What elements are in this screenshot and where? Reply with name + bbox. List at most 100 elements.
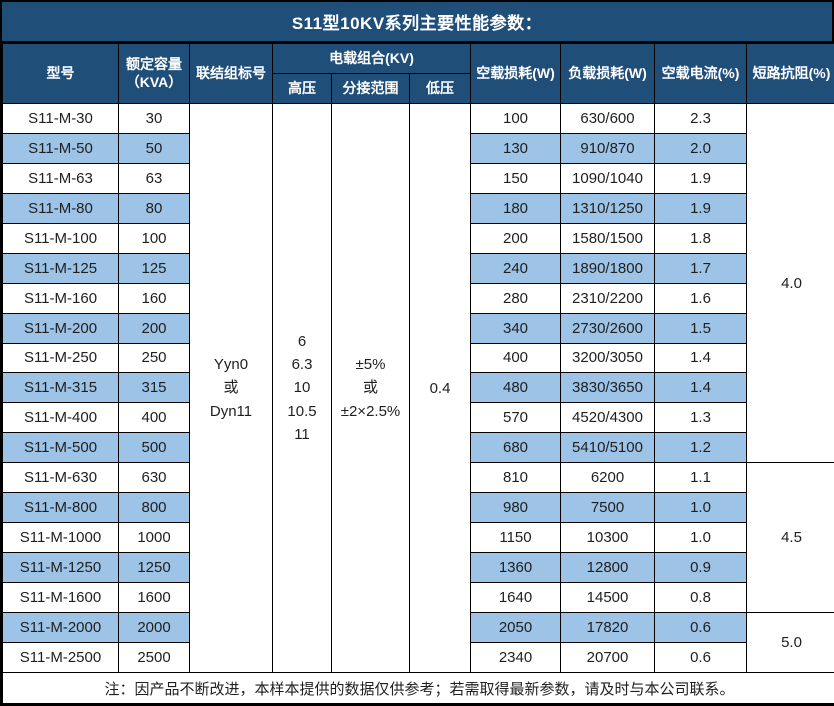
- no-load-current-cell: 1.5: [654, 312, 747, 344]
- model-cell: S11-M-1000: [2, 522, 119, 554]
- no-load-current-cell: 1.4: [654, 342, 747, 374]
- spec-table: 型号 额定容量 （KVA） 联结组标号 电载组合(KV) 空载损耗(W) 负载损耗…: [2, 43, 834, 704]
- no-load-current-cell: 1.9: [654, 192, 747, 224]
- capacity-cell: 1250: [118, 552, 190, 583]
- table-header: 型号 额定容量 （KVA） 联结组标号 电载组合(KV) 空载损耗(W) 负载损耗…: [2, 43, 834, 104]
- no-load-current-cell: 0.6: [654, 641, 747, 674]
- load-loss-cell: 5410/5100: [560, 432, 655, 464]
- load-loss-cell: 630/600: [560, 103, 655, 134]
- no-load-loss-cell: 130: [470, 132, 561, 164]
- no-load-current-cell: 1.8: [654, 222, 747, 254]
- load-loss-cell: 1890/1800: [560, 252, 655, 284]
- col-header-impedance: 短路抗阻(%): [746, 43, 834, 104]
- no-load-current-cell: 2.0: [654, 132, 747, 164]
- tap-range-value-cell: ±5% 或 ±2×2.5%: [331, 103, 410, 673]
- load-loss-cell: 3200/3050: [560, 342, 655, 374]
- load-loss-cell: 1580/1500: [560, 222, 655, 254]
- load-loss-cell: 6200: [560, 462, 655, 494]
- col-header-capacity: 额定容量 （KVA）: [118, 43, 190, 104]
- load-loss-cell: 4520/4300: [560, 402, 655, 434]
- table-row: S11-M-63 63 150 1090/1040 1.9: [2, 162, 834, 194]
- impedance-cell: 5.0: [746, 611, 834, 674]
- no-load-loss-cell: 2340: [470, 641, 561, 674]
- footer-note: 注：因产品不断改进，本样本提供的数据仅供参考；若需取得最新参数，请及时与本公司联…: [2, 672, 834, 704]
- load-loss-cell: 17820: [560, 611, 655, 643]
- no-load-loss-cell: 340: [470, 312, 561, 344]
- no-load-current-cell: 2.3: [654, 103, 747, 134]
- model-cell: S11-M-315: [2, 372, 119, 404]
- table-row: S11-M-250 250 400 3200/3050 1.4: [2, 342, 834, 374]
- load-loss-cell: 7500: [560, 492, 655, 524]
- connection-value-cell: Yyn0 或 Dyn11: [189, 103, 273, 673]
- no-load-loss-cell: 980: [470, 492, 561, 524]
- model-cell: S11-M-100: [2, 222, 119, 254]
- capacity-cell: 100: [118, 222, 190, 254]
- model-cell: S11-M-500: [2, 432, 119, 464]
- model-cell: S11-M-2500: [2, 641, 119, 674]
- table-row: S11-M-2500 2500 2340 20700 0.6: [2, 641, 834, 674]
- table-row: S11-M-50 50 130 910/870 2.0: [2, 132, 834, 164]
- col-header-lv: 低压: [409, 73, 471, 104]
- model-cell: S11-M-30: [2, 103, 119, 134]
- capacity-cell: 200: [118, 312, 190, 344]
- no-load-loss-cell: 1150: [470, 522, 561, 554]
- table-row: S11-M-2000 2000 2050 17820 0.6 5.0: [2, 611, 834, 674]
- no-load-loss-cell: 180: [470, 192, 561, 224]
- table-row: S11-M-630 630 810 6200 1.1 4.5: [2, 462, 834, 613]
- table-row: S11-M-80 80 180 1310/1250 1.9: [2, 192, 834, 224]
- no-load-current-cell: 1.4: [654, 372, 747, 404]
- table-row: S11-M-125 125 240 1890/1800 1.7: [2, 252, 834, 284]
- load-loss-cell: 3830/3650: [560, 372, 655, 404]
- table-row: S11-M-30 30 Yyn0 或 Dyn11 6 6.3 10 10.5 11 ±5…: [2, 102, 834, 673]
- no-load-loss-cell: 240: [470, 252, 561, 284]
- col-header-no-load-current: 空载电流(%): [654, 43, 747, 104]
- col-header-load-loss: 负载损耗(W): [560, 43, 655, 104]
- capacity-cell: 400: [118, 402, 190, 434]
- no-load-loss-cell: 810: [470, 462, 561, 494]
- page-title: S11型10KV系列主要性能参数：: [2, 2, 832, 43]
- capacity-cell: 1600: [118, 582, 190, 613]
- no-load-loss-cell: 100: [470, 103, 561, 134]
- model-cell: S11-M-80: [2, 192, 119, 224]
- col-header-connection: 联结组标号: [189, 43, 273, 104]
- impedance-cell: 4.5: [746, 462, 834, 613]
- no-load-loss-cell: 280: [470, 282, 561, 314]
- capacity-cell: 2000: [118, 611, 190, 643]
- no-load-current-cell: 1.9: [654, 162, 747, 194]
- table-row: S11-M-200 200 340 2730/2600 1.5: [2, 312, 834, 344]
- capacity-cell: 1000: [118, 522, 190, 554]
- no-load-current-cell: 1.6: [654, 282, 747, 314]
- no-load-current-cell: 0.6: [654, 611, 747, 643]
- capacity-cell: 125: [118, 252, 190, 284]
- col-header-hv: 高压: [272, 73, 332, 104]
- table-row: S11-M-160 160 280 2310/2200 1.6: [2, 282, 834, 314]
- table-row: S11-M-500 500 680 5410/5100 1.2: [2, 432, 834, 464]
- load-loss-cell: 910/870: [560, 132, 655, 164]
- capacity-cell: 80: [118, 192, 190, 224]
- no-load-current-cell: 1.7: [654, 252, 747, 284]
- model-cell: S11-M-800: [2, 492, 119, 524]
- model-cell: S11-M-630: [2, 462, 119, 494]
- model-cell: S11-M-1600: [2, 582, 119, 613]
- no-load-loss-cell: 1360: [470, 552, 561, 583]
- capacity-cell: 500: [118, 432, 190, 464]
- model-cell: S11-M-125: [2, 252, 119, 284]
- no-load-loss-cell: 570: [470, 402, 561, 434]
- no-load-loss-cell: 2050: [470, 611, 561, 643]
- no-load-loss-cell: 400: [470, 342, 561, 374]
- lv-value-cell: 0.4: [409, 103, 471, 673]
- load-loss-cell: 1310/1250: [560, 192, 655, 224]
- load-loss-cell: 2730/2600: [560, 312, 655, 344]
- model-cell: S11-M-50: [2, 132, 119, 164]
- capacity-cell: 630: [118, 462, 190, 494]
- no-load-current-cell: 0.8: [654, 582, 747, 613]
- no-load-current-cell: 1.1: [654, 462, 747, 494]
- capacity-cell: 160: [118, 282, 190, 314]
- capacity-cell: 250: [118, 342, 190, 374]
- load-loss-cell: 10300: [560, 522, 655, 554]
- col-header-capacity-line1: 额定容量: [126, 56, 182, 72]
- capacity-cell: 50: [118, 132, 190, 164]
- table-row: S11-M-1600 1600 1640 14500 0.8: [2, 582, 834, 613]
- hv-value-cell: 6 6.3 10 10.5 11: [272, 103, 332, 673]
